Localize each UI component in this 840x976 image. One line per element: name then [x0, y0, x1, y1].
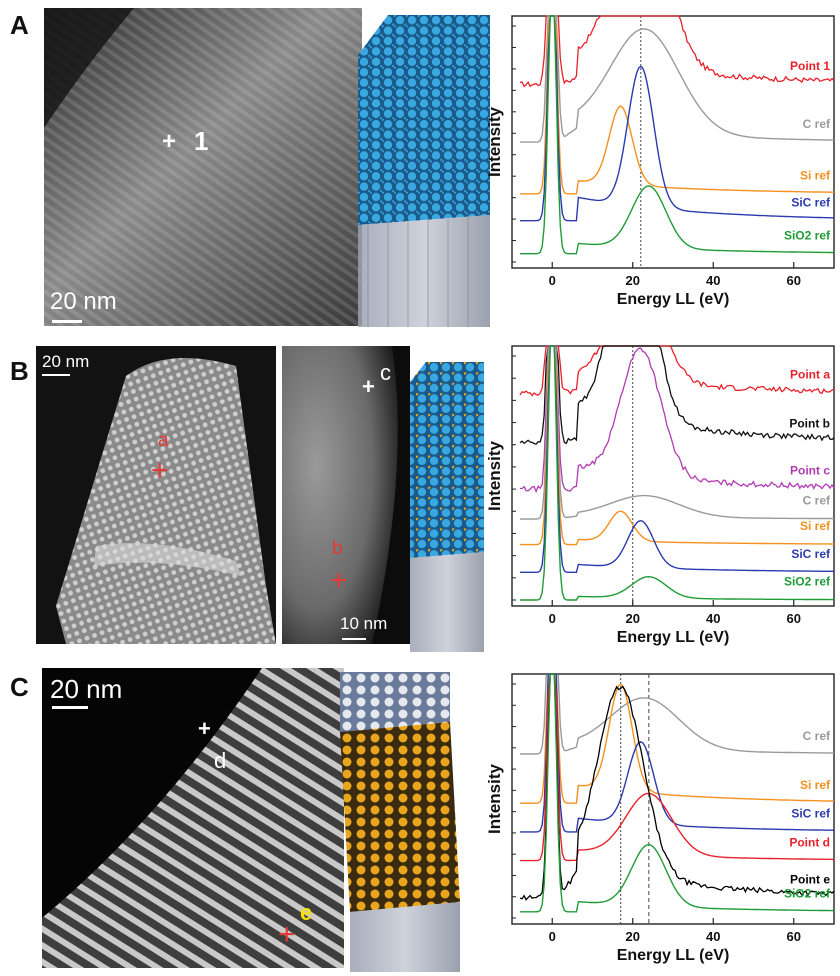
panel-letter-c: C	[10, 672, 29, 702]
series-label: C ref	[803, 117, 831, 131]
x-tick-label: 20	[626, 929, 640, 944]
micrograph-a-texture	[44, 8, 362, 326]
scalebar-b-left-line	[42, 374, 70, 376]
y-axis-label: Intensity	[485, 107, 504, 177]
plot-frame	[511, 345, 835, 607]
series-label: SiO2 ref	[784, 228, 831, 242]
marker-d-cross: +	[198, 716, 211, 741]
panel-letter-b: B	[10, 356, 29, 386]
plot-frame	[511, 673, 835, 925]
series-label: Point 1	[790, 59, 830, 73]
series-label: Point d	[789, 835, 830, 849]
x-tick-label: 0	[549, 929, 556, 944]
series-line	[520, 673, 835, 804]
x-tick-label: 40	[706, 611, 720, 626]
micrograph-a: + 1 20 nm	[44, 8, 362, 326]
eels-chart-b: 0 20 40 60 Energy LL (eV) Intensity Point a Poi…	[485, 345, 835, 646]
series-label: SiC ref	[791, 195, 831, 209]
micrograph-c-texture	[42, 668, 344, 968]
series-line	[520, 345, 834, 601]
series-line	[519, 673, 835, 901]
series-label: Point c	[790, 464, 830, 478]
marker-a-label: a	[158, 430, 169, 451]
micrograph-b-left-texture	[36, 346, 276, 644]
series-label: Point a	[790, 368, 830, 382]
scalebar-b-right-label: 10 nm	[340, 614, 388, 633]
marker-c-label: c	[380, 360, 391, 385]
marker-b-cross: +	[330, 564, 348, 597]
series-line	[520, 673, 834, 862]
marker-e-cross: +	[278, 918, 296, 951]
series-label: Si ref	[800, 169, 831, 183]
x-axis-label: Energy LL (eV)	[617, 629, 730, 646]
scalebar-a-label: 20 nm	[50, 288, 117, 315]
series-label: SiC ref	[791, 547, 831, 561]
mesoporous-model-a	[358, 15, 490, 327]
y-axis-label: Intensity	[485, 764, 504, 834]
series-label: SiO2 ref	[784, 574, 831, 588]
series-line	[519, 345, 835, 397]
marker-d-label: d	[214, 748, 227, 773]
x-tick-label: 0	[549, 273, 556, 288]
mesoporous-model-b	[410, 362, 484, 652]
micrograph-b-right-texture	[282, 346, 410, 644]
x-tick-label: 20	[626, 273, 640, 288]
series-label: Point e	[790, 872, 830, 886]
series-line	[520, 673, 834, 755]
marker-c-cross: +	[362, 374, 375, 399]
scalebar-c-label: 20 nm	[50, 674, 123, 704]
x-axis-label: Energy LL (eV)	[617, 947, 730, 964]
micrograph-b-left: 20 nm + a	[36, 346, 276, 644]
series-label: C ref	[803, 493, 831, 507]
x-tick-label: 20	[626, 611, 640, 626]
x-axis-label: Energy LL (eV)	[617, 291, 730, 308]
micrograph-c: 20 nm + d e +	[42, 668, 344, 968]
scalebar-b-right-line	[342, 638, 366, 640]
series-line	[520, 345, 834, 546]
series-line	[519, 15, 835, 88]
marker-1-cross: +	[162, 128, 177, 155]
x-tick-label: 60	[787, 611, 801, 626]
marker-1-label: 1	[194, 126, 209, 156]
series-label: SiC ref	[791, 807, 831, 821]
eels-chart-c: 0 20 40 60 Energy LL (eV) Intensity C ref Si re…	[485, 673, 835, 964]
x-tick-label: 60	[787, 273, 801, 288]
x-tick-label: 40	[706, 929, 720, 944]
scalebar-b-left-label: 20 nm	[42, 352, 90, 371]
series-label: Point b	[789, 417, 830, 431]
series-label: Si ref	[800, 778, 831, 792]
micrograph-b-right: + c b + 10 nm	[282, 346, 410, 644]
series-label: Si ref	[800, 519, 831, 533]
x-tick-label: 0	[549, 611, 556, 626]
x-tick-label: 60	[787, 929, 801, 944]
marker-a-cross: +	[151, 454, 169, 487]
panel-letter-a: A	[10, 10, 29, 40]
y-axis-label: Intensity	[485, 441, 504, 511]
series-line	[519, 345, 835, 445]
series-line	[519, 345, 835, 494]
series-line	[520, 15, 834, 143]
x-tick-label: 40	[706, 273, 720, 288]
series-line	[520, 345, 834, 574]
marker-b-label: b	[332, 538, 343, 559]
series-line	[520, 673, 834, 913]
series-label: C ref	[803, 729, 831, 743]
series-line	[520, 15, 835, 222]
scalebar-c-line	[52, 706, 88, 709]
mesoporous-model-c	[340, 672, 460, 972]
scalebar-a-line	[52, 320, 82, 323]
marker-e-label: e	[300, 900, 313, 925]
series-line	[520, 15, 834, 255]
series-line	[520, 345, 834, 520]
series-label: SiO2 ref	[784, 887, 831, 901]
eels-chart-a: 0 20 40 60 Energy LL (eV) Intensity Point 1 C r…	[485, 15, 835, 308]
series-line	[520, 673, 835, 833]
series-line	[520, 15, 834, 195]
